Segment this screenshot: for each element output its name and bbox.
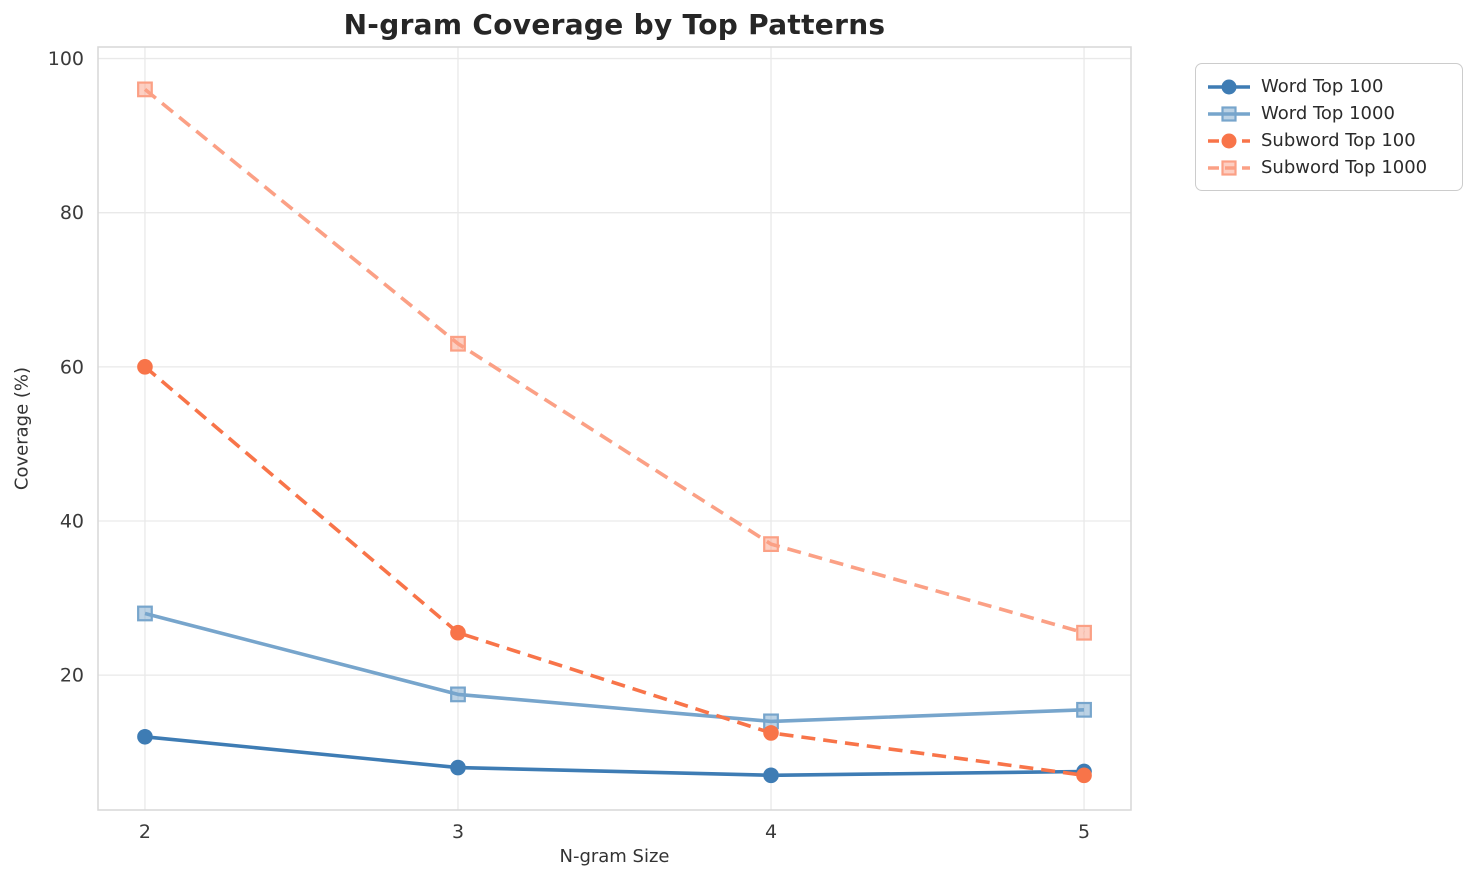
marker-subword-top-100-x5 (1076, 767, 1092, 784)
marker-word-top-100-x2 (137, 728, 153, 745)
marker-subword-top-1000-x5 (1076, 624, 1092, 641)
marker-subword-top-100-x2 (137, 359, 153, 375)
y-tick-label-40: 40 (60, 510, 84, 532)
legend-swatch-word-top-100 (1208, 79, 1250, 94)
y-tick-label-80: 80 (60, 202, 84, 224)
legend-swatch-subword-top-100 (1208, 133, 1250, 148)
legend-item-word-top-1000: Word Top 1000 (1206, 100, 1450, 127)
line-subword-top-100 (143, 365, 1085, 778)
legend-item-subword-top-1000: Subword Top 1000 (1206, 154, 1450, 181)
legend-item-word-top-100: Word Top 100 (1206, 73, 1450, 100)
legend-label-subword-top-100: Subword Top 100 (1261, 130, 1416, 151)
legend-label-word-top-100: Word Top 100 (1261, 76, 1384, 97)
y-tick-label-20: 20 (60, 665, 84, 687)
x-tick-label-2: 2 (139, 821, 151, 843)
x-tick-label-5: 5 (1078, 821, 1090, 843)
line-subword-top-1000 (143, 88, 1085, 635)
marker-word-top-100-x3 (450, 759, 466, 776)
chart-title: N-gram Coverage by Top Patterns (343, 8, 886, 41)
marker-subword-top-100-x4 (763, 725, 779, 741)
marker-word-top-1000-x5 (1076, 701, 1092, 718)
legend: Word Top 100 Word Top 1000 Subword Top 100… (1195, 63, 1463, 191)
plot-spine (97, 46, 1132, 811)
marker-subword-top-1000-x3 (450, 335, 466, 352)
legend-label-word-top-1000: Word Top 1000 (1261, 103, 1395, 124)
marker-word-top-100-x4 (763, 767, 779, 784)
line-word-top-1000 (144, 611, 1085, 724)
legend-swatch-subword-top-1000 (1208, 159, 1250, 176)
marker-word-top-1000-x3 (450, 686, 466, 703)
y-tick-label-60: 60 (60, 356, 84, 378)
marker-subword-top-100-x3 (450, 624, 466, 641)
line-word-top-100 (144, 735, 1085, 778)
legend-swatch-word-top-1000 (1208, 105, 1250, 122)
x-tick-label-3: 3 (452, 821, 464, 843)
marker-subword-top-1000-x4 (763, 536, 779, 553)
x-axis-label: N-gram Size (559, 846, 670, 867)
marker-word-top-1000-x2 (137, 605, 153, 622)
marker-subword-top-1000-x2 (137, 81, 153, 98)
legend-item-subword-top-100: Subword Top 100 (1206, 127, 1450, 154)
y-tick-label-100: 100 (48, 48, 84, 70)
legend-label-subword-top-1000: Subword Top 1000 (1261, 157, 1428, 178)
x-tick-label-4: 4 (765, 821, 777, 843)
